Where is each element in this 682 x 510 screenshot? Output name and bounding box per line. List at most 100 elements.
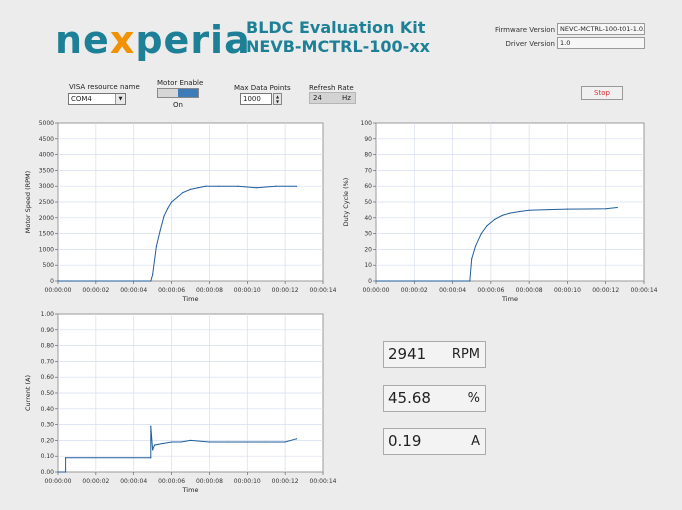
series-point <box>176 196 178 198</box>
visa-resource-select[interactable]: COM4 ▼ <box>68 93 126 105</box>
series-line <box>58 185 297 282</box>
max-data-points-input[interactable]: 1000 <box>240 93 272 105</box>
stop-button[interactable]: Stop <box>581 86 623 100</box>
series-point <box>480 233 482 235</box>
refresh-rate-value: 24 <box>313 94 322 102</box>
series-point <box>150 457 152 459</box>
y-axis-label: Current (A) <box>24 375 32 411</box>
speed-unit: RPM <box>451 347 480 362</box>
max-data-points-spinner[interactable]: ▲ ▼ <box>273 93 282 105</box>
series-point <box>64 457 67 459</box>
x-tick-label: 00:00:10 <box>234 287 261 294</box>
series-point <box>585 208 588 210</box>
kit-title-line2: NEVB-MCTRL-100-xx <box>246 37 430 56</box>
series-point <box>170 201 173 203</box>
series-point <box>57 280 59 282</box>
x-tick-label: 00:00:06 <box>477 287 504 294</box>
y-tick-label: 0.20 <box>41 437 55 444</box>
series-point <box>197 187 199 189</box>
series-point <box>566 208 569 210</box>
y-tick-label: 0.70 <box>41 358 55 365</box>
y-tick-label: 2500 <box>39 199 54 206</box>
motor-enable-label: Motor Enable <box>157 79 204 87</box>
series-point <box>494 218 496 220</box>
x-tick-label: 00:00:08 <box>196 478 223 485</box>
max-data-points-label: Max Data Points <box>234 84 291 92</box>
y-tick-label: 30 <box>364 231 372 238</box>
series-point <box>375 280 377 282</box>
x-tick-label: 00:00:08 <box>516 287 543 294</box>
current-readout: 0.19 A <box>383 428 486 455</box>
y-tick-label: 50 <box>364 199 372 206</box>
series-point <box>150 280 152 282</box>
x-tick-label: 00:00:00 <box>45 287 72 294</box>
y-tick-label: 0.60 <box>41 374 55 381</box>
x-tick-label: 00:00:14 <box>310 287 337 294</box>
y-tick-label: 0.90 <box>41 327 55 334</box>
duty-unit: % <box>467 391 480 406</box>
series-point <box>256 187 258 189</box>
x-axis-label: Time <box>182 295 199 303</box>
decrement-arrow-icon[interactable]: ▼ <box>275 99 280 104</box>
current-value: 0.19 <box>388 432 422 450</box>
duty-readout: 45.68 % <box>383 385 486 412</box>
x-tick-label: 00:00:12 <box>592 287 619 294</box>
y-tick-label: 4000 <box>39 152 54 159</box>
toggle-knob <box>178 89 198 97</box>
y-tick-label: 0.80 <box>41 343 55 350</box>
series-point <box>509 212 511 214</box>
x-tick-label: 00:00:12 <box>272 287 299 294</box>
y-tick-label: 500 <box>43 262 55 269</box>
series-point <box>167 207 169 209</box>
x-tick-label: 00:00:00 <box>363 287 390 294</box>
series-point <box>616 206 618 209</box>
x-tick-label: 00:00:02 <box>82 478 109 485</box>
kit-title-line1: BLDC Evaluation Kit <box>246 18 426 37</box>
y-tick-label: 1.00 <box>41 311 55 318</box>
y-tick-label: 3000 <box>39 183 54 190</box>
dropdown-arrow-icon[interactable]: ▼ <box>115 94 125 104</box>
x-tick-label: 00:00:02 <box>401 287 428 294</box>
series-point <box>275 185 277 187</box>
series-point <box>189 188 192 190</box>
x-tick-label: 00:00:10 <box>554 287 581 294</box>
series-point <box>469 280 471 282</box>
series-point <box>246 441 248 443</box>
series-point <box>57 471 59 473</box>
x-tick-label: 00:00:02 <box>82 287 109 294</box>
nexperia-logo: nexperia <box>55 18 251 62</box>
x-tick-label: 00:00:06 <box>158 287 185 294</box>
y-tick-label: 0.10 <box>41 453 55 460</box>
y-tick-label: 0 <box>50 278 54 285</box>
y-tick-label: 2000 <box>39 215 54 222</box>
y-tick-label: 5000 <box>39 120 54 127</box>
refresh-rate-field: 24 Hz <box>309 92 356 104</box>
y-tick-label: 70 <box>364 167 372 174</box>
x-tick-label: 00:00:08 <box>196 287 223 294</box>
y-tick-label: 1000 <box>39 246 54 253</box>
x-tick-label: 00:00:04 <box>120 287 147 294</box>
x-tick-label: 00:00:14 <box>310 478 337 485</box>
current-chart: 0.00 0.10 0.20 0.30 0.40 0.50 0.60 0.70 0.80 0.90… <box>24 311 337 494</box>
speed-readout: 2941 RPM <box>383 341 486 368</box>
motor-enable-toggle[interactable] <box>157 88 199 98</box>
x-tick-label: 00:00:04 <box>439 287 466 294</box>
duty-value: 45.68 <box>388 389 431 407</box>
series-point <box>501 214 503 217</box>
series-point <box>471 258 473 260</box>
motor-state-label: On <box>173 101 183 109</box>
refresh-rate-label: Refresh Rate <box>309 84 354 92</box>
series-point <box>295 185 298 187</box>
increment-arrow-icon[interactable]: ▲ <box>275 94 280 99</box>
series-point <box>64 471 67 473</box>
series-point <box>159 229 161 232</box>
y-tick-label: 1500 <box>39 231 54 238</box>
y-tick-label: 0.00 <box>41 469 55 476</box>
speed-value: 2941 <box>388 345 427 363</box>
series-point <box>605 208 607 210</box>
y-tick-label: 4500 <box>39 136 54 143</box>
y-tick-label: 60 <box>364 183 372 190</box>
x-tick-label: 00:00:04 <box>120 478 147 485</box>
series-point <box>170 441 173 443</box>
series-point <box>295 438 298 440</box>
